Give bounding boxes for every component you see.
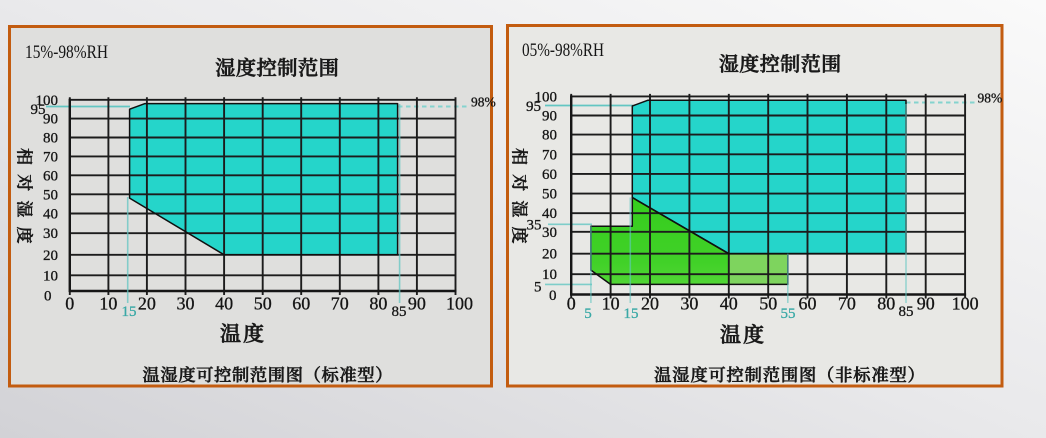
svg-text:40: 40 [215, 294, 233, 314]
svg-text:40: 40 [542, 206, 557, 222]
svg-text:0: 0 [567, 294, 576, 314]
svg-text:30: 30 [542, 225, 557, 241]
svg-text:5: 5 [534, 280, 542, 296]
svg-text:70: 70 [542, 147, 557, 163]
svg-text:30: 30 [177, 294, 195, 314]
svg-text:10: 10 [602, 294, 620, 314]
svg-text:0: 0 [44, 289, 52, 305]
svg-text:90: 90 [917, 294, 935, 314]
svg-text:100: 100 [446, 294, 473, 314]
svg-text:40: 40 [43, 207, 58, 223]
svg-text:70: 70 [838, 294, 856, 314]
svg-text:20: 20 [43, 248, 58, 264]
svg-text:98%: 98% [471, 95, 496, 110]
svg-text:80: 80 [542, 128, 557, 144]
svg-text:20: 20 [138, 294, 156, 314]
svg-text:15%-98%RH: 15%-98%RH [25, 42, 108, 63]
svg-text:30: 30 [43, 226, 58, 242]
svg-text:80: 80 [43, 131, 58, 147]
svg-text:95: 95 [526, 99, 541, 115]
svg-text:0: 0 [65, 294, 74, 314]
svg-text:10: 10 [43, 268, 58, 284]
svg-text:60: 60 [799, 294, 817, 314]
svg-text:60: 60 [43, 168, 58, 184]
svg-text:80: 80 [877, 294, 895, 314]
svg-text:55: 55 [781, 306, 796, 322]
svg-text:70: 70 [331, 294, 349, 314]
svg-text:40: 40 [720, 294, 738, 314]
svg-text:15: 15 [122, 304, 137, 320]
svg-text:60: 60 [542, 167, 557, 183]
svg-text:60: 60 [292, 294, 310, 314]
svg-text:50: 50 [759, 294, 777, 314]
svg-text:10: 10 [542, 267, 557, 283]
svg-text:05%-98%RH: 05%-98%RH [522, 40, 604, 61]
svg-text:85: 85 [899, 304, 914, 320]
svg-text:35: 35 [527, 218, 542, 234]
svg-text:95: 95 [31, 102, 46, 118]
svg-text:90: 90 [408, 294, 426, 314]
svg-text:90: 90 [542, 109, 557, 125]
svg-text:15: 15 [624, 306, 639, 322]
svg-text:100: 100 [36, 93, 59, 109]
svg-text:30: 30 [680, 294, 698, 314]
svg-text:100: 100 [535, 89, 558, 105]
svg-text:80: 80 [369, 294, 387, 314]
svg-text:98%: 98% [978, 91, 1003, 106]
svg-text:5: 5 [584, 306, 592, 322]
svg-text:85: 85 [392, 304, 407, 320]
svg-text:50: 50 [43, 187, 58, 203]
svg-text:50: 50 [254, 294, 272, 314]
svg-text:50: 50 [542, 187, 557, 203]
svg-text:20: 20 [641, 294, 659, 314]
svg-text:70: 70 [43, 149, 58, 165]
svg-text:20: 20 [542, 247, 557, 263]
svg-text:0: 0 [549, 288, 557, 304]
svg-text:100: 100 [952, 294, 979, 314]
svg-text:10: 10 [99, 294, 117, 314]
svg-text:90: 90 [43, 112, 58, 128]
